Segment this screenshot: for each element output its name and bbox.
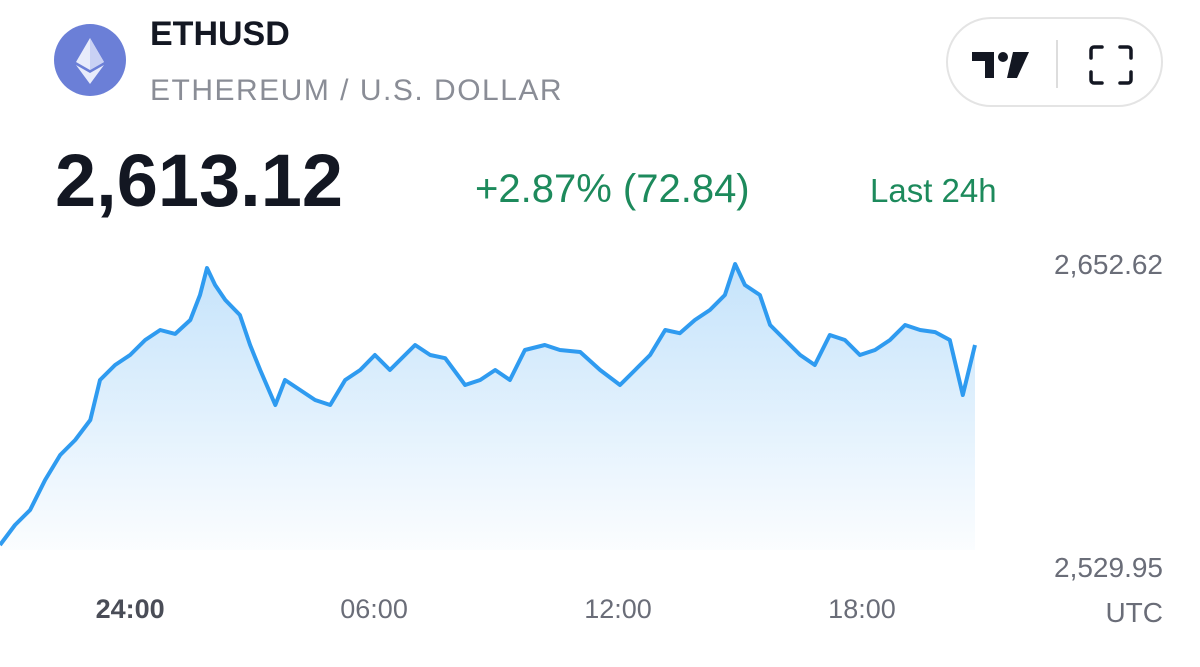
x-axis-unit: UTC xyxy=(1105,597,1163,628)
price: 2,613.12 xyxy=(55,139,343,222)
tradingview-logo[interactable] xyxy=(972,52,1029,78)
toolbar xyxy=(946,17,1163,107)
area-fill xyxy=(0,264,975,550)
price-line xyxy=(0,262,977,547)
price-change: +2.87% (72.84) xyxy=(475,167,750,211)
x-tick-label: 12:00 xyxy=(584,594,652,624)
toolbar-pill xyxy=(946,17,1163,107)
symbol-name: ETHEREUM / U.S. DOLLAR xyxy=(150,74,563,107)
eth-logo xyxy=(54,24,126,96)
change-period: Last 24h xyxy=(870,172,997,209)
x-tick-label: 06:00 xyxy=(340,594,408,624)
x-tick-label: 24:00 xyxy=(96,594,165,624)
plot: 2,652.62 2,529.95 24:00 06:00 12:00 18:00 UTC xyxy=(0,249,1163,628)
y-tick-label: 2,529.95 xyxy=(1054,552,1163,583)
symbol: ETHUSD xyxy=(150,15,290,53)
fullscreen-button[interactable] xyxy=(1089,45,1133,85)
y-tick-label: 2,652.62 xyxy=(1054,249,1163,280)
x-tick-label: 18:00 xyxy=(828,594,896,624)
